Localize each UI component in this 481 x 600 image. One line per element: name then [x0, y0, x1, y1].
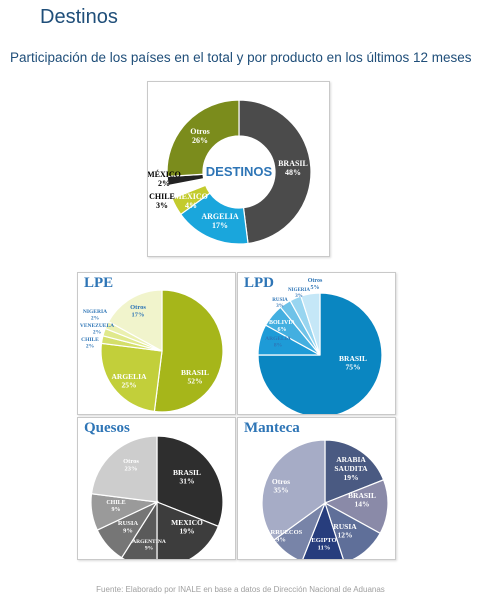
destinos-donut-panel: BRASIL 48% ARGELIA 17% MEXICO 4% CHILE 3% MÉXICO… [147, 81, 330, 257]
slice-otros [300, 292, 321, 356]
lpe-chart-title: LPE [84, 275, 114, 291]
label-brasil: BRASIL 31% [173, 468, 201, 486]
page-subtitle: Participación de los países en el total … [10, 50, 472, 65]
lpd-pie-chart: BRASIL 75% ARGELIA 8% BOLIVIA 6% RUSIA 3%NIGERI… [257, 278, 383, 414]
slice-otros [261, 439, 326, 541]
label-rusia: RUSIA 3% [272, 298, 288, 309]
slice-otros [166, 99, 240, 178]
label-nigeria: NIGERIA 3% [288, 288, 310, 299]
manteca-chart-panel: ARABIA SAUDITA 19% BRASIL 14% RUSIA 12% EGIPTO 1… [237, 417, 396, 560]
label-mexico: MEXICO 4% [174, 192, 208, 210]
label-otros: Otros 23% [123, 458, 139, 473]
label-chile: CHILE 3% [149, 192, 175, 210]
slice-egipto [302, 501, 344, 559]
page-title: Destinos [40, 6, 118, 28]
quesos-chart-title: Quesos [84, 420, 130, 436]
label-argelia: ARGELIA 25% [111, 372, 147, 390]
label-brasil: BRASIL 14% [348, 491, 376, 509]
label-argelia: ARGELIA 8% [265, 336, 291, 349]
slice-mexico [156, 501, 220, 559]
label-chile: CHILE 2% [81, 337, 99, 350]
label-bolivia: BOLIVIA 6% [269, 320, 296, 333]
label-otros: Otros 26% [190, 127, 209, 145]
label-brasil: BRASIL 52% [181, 368, 209, 386]
label-rusia: RUSIA 12% [333, 522, 357, 540]
destinos-donut-chart: BRASIL 48% ARGELIA 17% MEXICO 4%CHILE 3% MÉXICO… [148, 99, 312, 245]
label-marruecos: MARRUECOS 9% [260, 529, 303, 544]
label-argelia: ARGELIA 17% [201, 212, 239, 230]
label-venezuela: VENEZUELA 2% [80, 323, 114, 336]
label-nigeria: NIGERIA 2% [83, 309, 107, 322]
manteca-chart-title: Manteca [244, 420, 300, 436]
slice-brasil [238, 99, 312, 245]
lpe-chart-panel: BRASIL 52% ARGELIA 25% CHILE 2% VENEZUELA 2% NIG… [77, 272, 236, 415]
quesos-pie-chart: BRASIL 31% MEXICO 19% ARGENTINA 9% RUSIA 9% CHIL… [90, 435, 224, 559]
slice-arabia-saudita [324, 439, 385, 504]
slice-otros [90, 435, 158, 503]
slice-otros [107, 289, 163, 353]
label-otros: Otros 17% [130, 304, 146, 319]
donut-center-label: DESTINOS [206, 164, 273, 179]
label-chile: CHILE 9% [106, 500, 125, 513]
lpe-pie-chart: BRASIL 52% ARGELIA 25% CHILE 2%VENEZUELA 2%NIG… [80, 289, 224, 413]
quesos-chart-panel: BRASIL 31% MEXICO 19% ARGENTINA 9% RUSIA 9% CHIL… [77, 417, 236, 560]
lpd-chart-panel: BRASIL 75% ARGELIA 8% BOLIVIA 6% RUSIA 3% NIGERI… [237, 272, 396, 415]
label-rusia: RUSIA 9% [118, 520, 139, 535]
slice-brasil [323, 479, 389, 535]
slice-brasil [156, 435, 224, 528]
slice-brasil [153, 289, 224, 413]
lpd-chart-title: LPD [244, 275, 274, 291]
label-otros: Otros 5% [308, 278, 323, 291]
label-mexico: MEXICO 19% [171, 518, 203, 536]
label-egipto: EGIPTO 11% [311, 537, 336, 552]
label-arabia-saudita: ARABIA SAUDITA 19% [334, 455, 368, 482]
source-note: Fuente: Elaborado por INALE en base a da… [96, 585, 385, 594]
label-brasil: BRASIL 75% [339, 354, 367, 372]
label-argentina: ARGENTINA 9% [132, 539, 166, 552]
label-otros: Otros 35% [272, 477, 290, 495]
label-mexico: MÉXICO 2% [148, 169, 181, 188]
manteca-pie-chart: ARABIA SAUDITA 19% BRASIL 14% RUSIA 12%EGIPTO 1… [260, 439, 389, 559]
slice-argelia [100, 342, 163, 413]
label-brasil: BRASIL 48% [278, 159, 308, 177]
